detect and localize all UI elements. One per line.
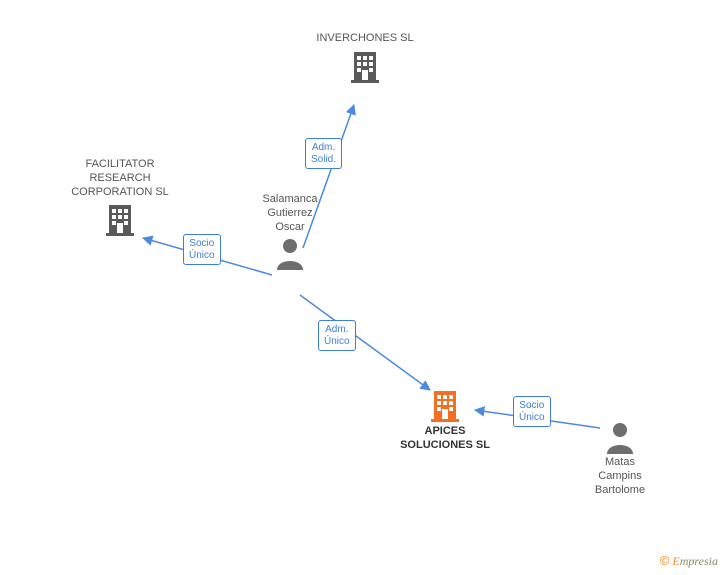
edge-label: Socio Único (183, 234, 221, 265)
diagram-canvas: INVERCHONES SL FACILITATOR RESEARCH CORP… (0, 0, 728, 575)
node-apices: APICES SOLUCIONES SL (370, 385, 520, 453)
node-label: FACILITATOR RESEARCH CORPORATION SL (55, 158, 185, 199)
node-label: Matas Campins Bartolome (565, 456, 675, 497)
node-label: APICES SOLUCIONES SL (370, 425, 520, 453)
person-icon (565, 420, 675, 454)
building-icon (370, 387, 520, 423)
building-icon (55, 201, 185, 237)
node-inverchones: INVERCHONES SL (295, 32, 435, 86)
node-facilitator: FACILITATOR RESEARCH CORPORATION SL (55, 158, 185, 239)
brand-initial: E (672, 554, 679, 568)
person-icon (235, 236, 345, 270)
edge-label: Adm. Solid. (305, 138, 342, 169)
edge-label: Adm. Único (318, 320, 356, 351)
building-icon (295, 48, 435, 84)
node-label: Salamanca Gutierrez Oscar (235, 193, 345, 234)
copyright-symbol: © (660, 553, 670, 568)
node-label: INVERCHONES SL (295, 32, 435, 46)
watermark: ©Empresia (660, 553, 718, 569)
edge-label: Socio Único (513, 396, 551, 427)
node-salamanca: Salamanca Gutierrez Oscar (235, 193, 345, 272)
brand-rest: mpresia (680, 554, 718, 568)
node-matas: Matas Campins Bartolome (565, 418, 675, 497)
